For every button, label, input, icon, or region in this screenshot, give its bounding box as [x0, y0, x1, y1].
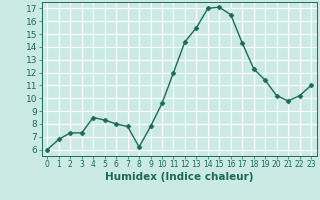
X-axis label: Humidex (Indice chaleur): Humidex (Indice chaleur) [105, 172, 253, 182]
